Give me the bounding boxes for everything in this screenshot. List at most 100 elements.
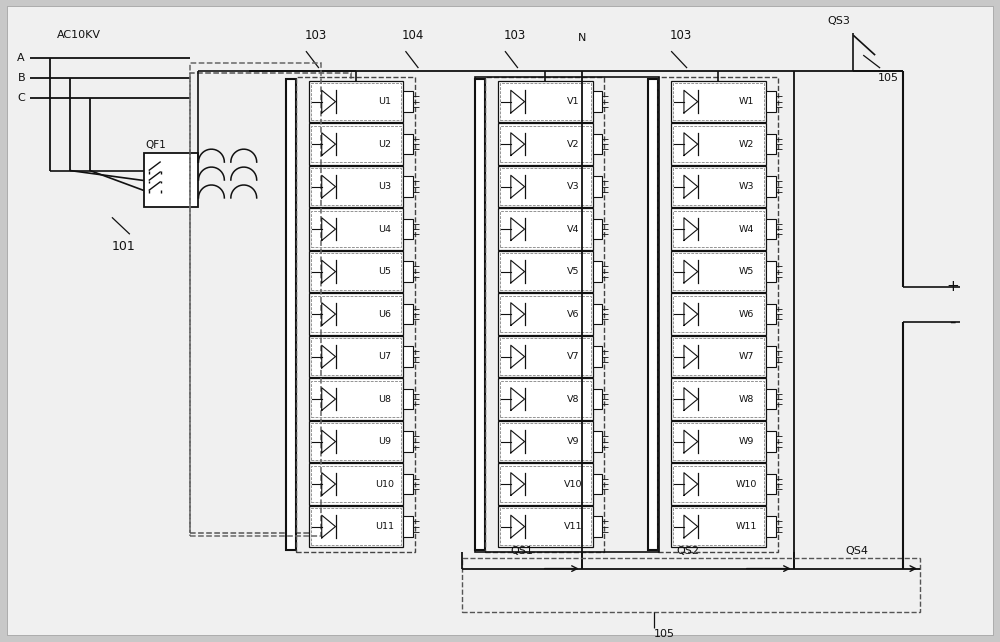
- Text: U2: U2: [378, 139, 391, 149]
- Bar: [593, 346, 602, 367]
- Text: W9: W9: [739, 437, 754, 446]
- Bar: [309, 506, 403, 547]
- Bar: [673, 508, 764, 544]
- Bar: [593, 219, 602, 239]
- Bar: [462, 558, 920, 612]
- Text: QS3: QS3: [827, 16, 850, 26]
- Text: W2: W2: [739, 139, 754, 149]
- Text: U11: U11: [375, 522, 394, 531]
- Bar: [309, 251, 403, 292]
- Text: B: B: [17, 73, 25, 83]
- Text: W11: W11: [736, 522, 757, 531]
- Text: V9: V9: [567, 437, 580, 446]
- Text: V4: V4: [567, 225, 580, 234]
- Text: 104: 104: [401, 29, 424, 42]
- Bar: [673, 254, 764, 290]
- Bar: [498, 251, 593, 292]
- Bar: [648, 79, 658, 550]
- Bar: [403, 134, 413, 155]
- Bar: [403, 474, 413, 494]
- Text: QS1: QS1: [510, 546, 533, 556]
- Bar: [498, 209, 593, 250]
- Bar: [498, 464, 593, 505]
- Bar: [766, 474, 776, 494]
- Bar: [593, 91, 602, 112]
- Bar: [144, 153, 198, 207]
- Text: V7: V7: [567, 352, 580, 361]
- Text: V10: V10: [564, 480, 583, 489]
- Text: W10: W10: [736, 480, 757, 489]
- Bar: [671, 421, 766, 462]
- Bar: [403, 304, 413, 324]
- Text: V5: V5: [567, 267, 580, 276]
- Bar: [309, 81, 403, 122]
- Bar: [403, 177, 413, 197]
- Bar: [475, 77, 659, 552]
- Text: V11: V11: [564, 522, 583, 531]
- Text: AC10KV: AC10KV: [57, 30, 101, 40]
- Text: U9: U9: [378, 437, 391, 446]
- Bar: [498, 123, 593, 165]
- Text: U3: U3: [378, 182, 391, 191]
- Bar: [500, 466, 591, 502]
- Text: U8: U8: [378, 395, 391, 404]
- Text: W4: W4: [739, 225, 754, 234]
- Bar: [500, 126, 591, 162]
- Bar: [671, 506, 766, 547]
- Bar: [671, 251, 766, 292]
- Bar: [403, 261, 413, 282]
- Bar: [673, 296, 764, 333]
- Bar: [658, 77, 778, 552]
- Bar: [311, 296, 401, 333]
- Text: C: C: [17, 93, 25, 103]
- Bar: [309, 123, 403, 165]
- Bar: [593, 304, 602, 324]
- Bar: [671, 464, 766, 505]
- Bar: [498, 378, 593, 420]
- Bar: [766, 177, 776, 197]
- Text: 103: 103: [670, 29, 692, 42]
- Bar: [673, 338, 764, 375]
- Bar: [311, 381, 401, 417]
- Bar: [500, 254, 591, 290]
- Text: 105: 105: [878, 73, 899, 83]
- Bar: [671, 209, 766, 250]
- Bar: [309, 421, 403, 462]
- Text: QS2: QS2: [676, 546, 699, 556]
- Bar: [309, 378, 403, 420]
- Bar: [593, 134, 602, 155]
- Bar: [766, 304, 776, 324]
- Bar: [500, 168, 591, 205]
- Bar: [475, 79, 485, 550]
- Bar: [766, 389, 776, 410]
- Bar: [498, 506, 593, 547]
- Bar: [403, 91, 413, 112]
- Bar: [766, 346, 776, 367]
- Bar: [500, 508, 591, 544]
- Text: QS4: QS4: [845, 546, 868, 556]
- Text: -: -: [950, 313, 956, 331]
- Bar: [766, 91, 776, 112]
- Bar: [671, 293, 766, 334]
- Bar: [498, 293, 593, 334]
- Text: 103: 103: [504, 29, 526, 42]
- Text: V1: V1: [567, 97, 580, 106]
- Bar: [671, 166, 766, 207]
- Bar: [500, 338, 591, 375]
- Text: QF1: QF1: [146, 140, 167, 150]
- Text: W3: W3: [739, 182, 755, 191]
- Bar: [671, 81, 766, 122]
- Text: U10: U10: [375, 480, 394, 489]
- Bar: [673, 126, 764, 162]
- Bar: [500, 381, 591, 417]
- Bar: [593, 261, 602, 282]
- Bar: [311, 83, 401, 120]
- Bar: [311, 424, 401, 460]
- Bar: [403, 431, 413, 452]
- Text: 101: 101: [112, 239, 136, 253]
- Bar: [673, 168, 764, 205]
- Bar: [309, 293, 403, 334]
- Bar: [309, 166, 403, 207]
- Bar: [593, 177, 602, 197]
- Bar: [309, 209, 403, 250]
